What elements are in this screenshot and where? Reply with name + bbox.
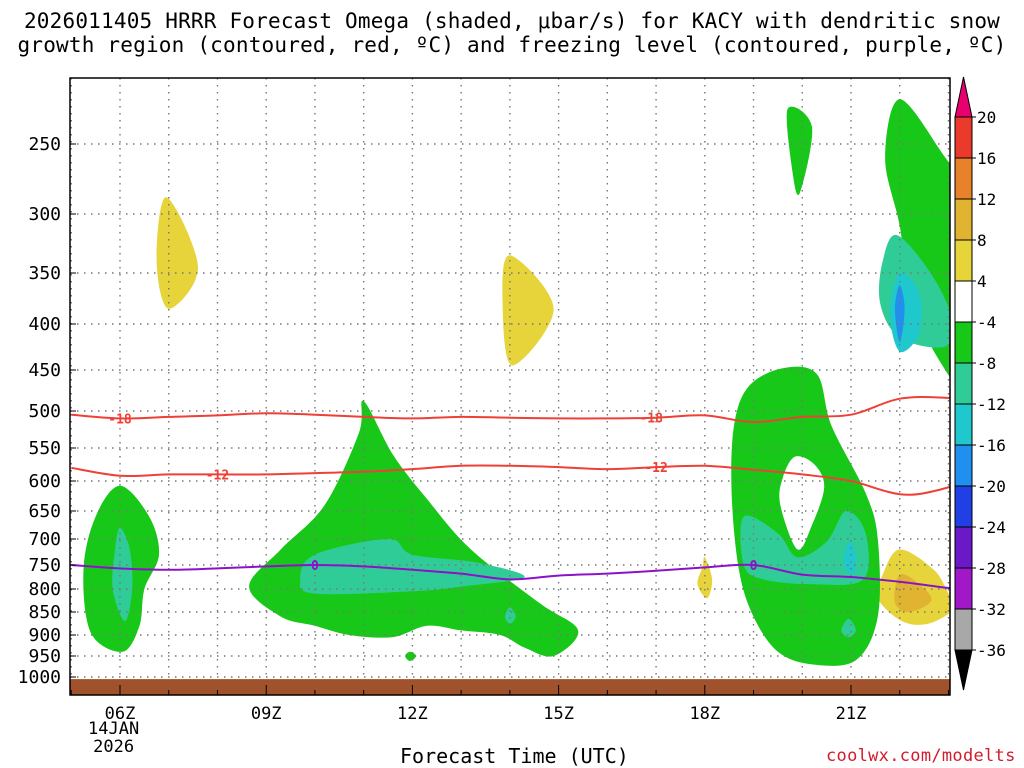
grid-layer bbox=[70, 78, 950, 695]
omega-region-downward-21z-cyan bbox=[843, 541, 857, 575]
colorbar-band bbox=[954, 198, 973, 241]
omega-region-downward-22z-blue bbox=[894, 285, 905, 343]
colorbar-band bbox=[954, 157, 973, 200]
omega-shading-layer bbox=[83, 99, 950, 666]
colorbar-band bbox=[954, 280, 973, 323]
omega-region-downward-12z-speck bbox=[405, 651, 417, 661]
omega-region-downward-20z-upper bbox=[786, 106, 813, 196]
colorbar-band bbox=[954, 608, 973, 651]
colorbar: 20 16 12 8 4 -4 -8 -12 -16 -20 -24 -28 -32 -36 bbox=[954, 76, 1006, 691]
contour-label-dgz-minus12: -12 bbox=[206, 468, 229, 483]
y-tick-label: 750 bbox=[28, 555, 61, 576]
colorbar-band bbox=[954, 485, 973, 528]
x-tick-label: 06Z bbox=[105, 704, 136, 724]
omega-region-upward-14z-380 bbox=[502, 255, 554, 366]
omega-region-downward-20z-core bbox=[740, 510, 869, 586]
omega-region-downward-19z-hole bbox=[779, 456, 825, 550]
source-credit[interactable]: coolwx.com/modelts bbox=[826, 746, 1016, 766]
x-tick-label: 18Z bbox=[689, 704, 720, 724]
contour-label-freezing-level-0: 0 bbox=[750, 559, 758, 574]
colorbar-band bbox=[954, 239, 973, 282]
contour-label-freezing-level-0: 0 bbox=[311, 559, 319, 574]
chart-title-line-2: growth region (contoured, red, ºC) and f… bbox=[17, 33, 1007, 57]
colorbar-label: 8 bbox=[977, 231, 987, 250]
omega-region-downward-09z-15z bbox=[249, 400, 579, 657]
contour-freezing-level-0 bbox=[71, 563, 950, 590]
y-tick-label: 900 bbox=[28, 625, 61, 646]
colorbar-label: 4 bbox=[977, 272, 987, 291]
omega-region-upward-22z-core bbox=[894, 573, 932, 613]
x-tick-label: 12Z bbox=[397, 704, 428, 724]
colorbar-band bbox=[954, 567, 973, 610]
colorbar-band bbox=[954, 526, 973, 569]
x-axis-title: Forecast Time (UTC) bbox=[400, 744, 629, 768]
y-tick-label: 450 bbox=[28, 360, 61, 381]
contour-dgz-minus18 bbox=[71, 395, 950, 424]
colorbar-band bbox=[954, 321, 973, 364]
omega-region-downward-06z-core bbox=[112, 527, 133, 622]
colorbar-top-arrow bbox=[954, 76, 973, 118]
x-tick-label: 09Z bbox=[251, 704, 282, 724]
colorbar-label: -28 bbox=[977, 559, 1006, 578]
omega-region-upward-07z-300 bbox=[156, 197, 199, 309]
chart-title-line-1: 2026011405 HRRR Forecast Omega (shaded, … bbox=[23, 9, 1001, 33]
omega-region-downward-09z-core bbox=[299, 539, 525, 595]
colorbar-label: -12 bbox=[977, 395, 1006, 414]
contour-label-dgz-minus18: -18 bbox=[639, 412, 663, 427]
colorbar-label: -32 bbox=[977, 600, 1006, 619]
y-tick-label: 300 bbox=[28, 204, 61, 225]
omega-region-downward-21z-low bbox=[841, 618, 856, 638]
colorbar-label: -4 bbox=[977, 313, 996, 332]
y-tick-label: 1000 bbox=[18, 667, 61, 688]
y-axis: 2503003504004505005506006507007508008509… bbox=[18, 134, 76, 688]
y-tick-label: 800 bbox=[28, 579, 61, 600]
y-tick-label: 700 bbox=[28, 529, 61, 550]
y-tick-label: 850 bbox=[28, 602, 61, 623]
y-tick-label: 350 bbox=[28, 263, 61, 284]
colorbar-label: -16 bbox=[977, 436, 1006, 455]
y-tick-label: 950 bbox=[28, 646, 61, 667]
colorbar-label: 12 bbox=[977, 190, 996, 209]
colorbar-label: -20 bbox=[977, 477, 1006, 496]
colorbar-band bbox=[954, 403, 973, 446]
contour-dgz-minus12 bbox=[71, 464, 950, 496]
colorbar-label: -24 bbox=[977, 518, 1006, 537]
colorbar-label: -8 bbox=[977, 354, 996, 373]
ground-surface bbox=[70, 679, 950, 695]
colorbar-bottom-arrow bbox=[954, 649, 973, 691]
y-tick-label: 250 bbox=[28, 134, 61, 155]
contour-label-dgz-minus12: -12 bbox=[644, 461, 667, 476]
colorbar-label: 16 bbox=[977, 149, 996, 168]
colorbar-band bbox=[954, 116, 973, 159]
colorbar-label: 20 bbox=[977, 108, 996, 127]
colorbar-band bbox=[954, 444, 973, 487]
y-tick-label: 550 bbox=[28, 438, 61, 459]
x-tick-label: 15Z bbox=[543, 704, 574, 724]
date-label: 14JAN 2026 bbox=[88, 720, 139, 756]
colorbar-band bbox=[954, 362, 973, 405]
x-axis: 06Z 09Z 12Z 15Z 18Z 21Z bbox=[70, 685, 949, 724]
colorbar-label: -36 bbox=[977, 641, 1006, 660]
date-day: 14JAN bbox=[88, 719, 140, 739]
omega-region-downward-14z-speck bbox=[505, 607, 516, 624]
y-tick-label: 500 bbox=[28, 401, 61, 422]
y-tick-label: 600 bbox=[28, 471, 61, 492]
y-tick-label: 650 bbox=[28, 501, 61, 522]
date-year: 2026 bbox=[93, 737, 135, 757]
contour-layer: -18 -18 -12 -12 0 0 bbox=[71, 395, 950, 590]
y-tick-label: 400 bbox=[28, 314, 61, 335]
contour-label-dgz-minus18: -18 bbox=[108, 412, 132, 427]
x-tick-label: 21Z bbox=[836, 704, 867, 724]
omega-region-upward-18z-800 bbox=[697, 556, 713, 599]
